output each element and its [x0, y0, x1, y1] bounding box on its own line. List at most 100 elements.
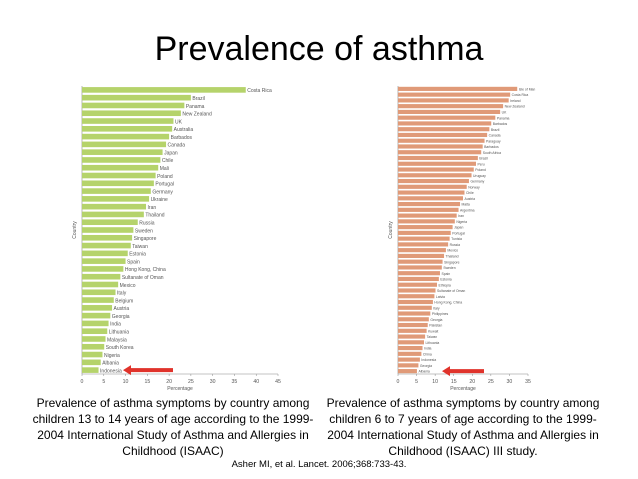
bar-20 [82, 242, 131, 249]
caption-right: Prevalence of asthma symptoms by country… [326, 396, 600, 458]
bar-label-0: Costa Rica [247, 88, 272, 94]
bar-15 [398, 173, 472, 178]
x-tick-label-4: 20 [166, 379, 172, 385]
bar-40 [398, 317, 429, 322]
bar-label-13: Peru [478, 162, 485, 166]
x-tick-label-0: 0 [397, 379, 400, 385]
x-tick-label-7: 35 [525, 379, 531, 385]
bar-8 [82, 149, 163, 155]
bar-25 [398, 230, 451, 235]
x-tick-label-9: 45 [275, 379, 281, 385]
bar-9 [82, 157, 161, 163]
bar-26 [82, 289, 116, 296]
arrow-head [442, 366, 450, 377]
bar-label-26: Tunisia [451, 237, 462, 241]
arrow-head [123, 365, 131, 376]
bar-label-13: Germany [152, 189, 173, 195]
bar-32 [398, 271, 440, 276]
bar-30 [82, 320, 109, 327]
bar-1 [82, 94, 191, 101]
bar-18 [82, 227, 134, 233]
bar-12 [398, 155, 478, 161]
bar-label-17: Russia [139, 221, 155, 227]
bar-5 [398, 115, 496, 120]
bar-0 [398, 86, 518, 91]
bar-label-3: New Zealand [182, 112, 212, 118]
bar-29 [398, 253, 445, 258]
bar-47 [398, 357, 420, 362]
bar-10 [82, 164, 159, 171]
caption-left: Prevalence of asthma symptoms by country… [32, 396, 314, 458]
bar-label-40: Georgia [430, 318, 442, 322]
bar-label-27: Russia [450, 243, 460, 247]
bar-label-22: Spain [127, 259, 140, 265]
bar-26 [398, 236, 450, 241]
bar-23 [82, 266, 124, 272]
bar-label-16: Thailand [145, 213, 164, 219]
bar-21 [82, 250, 128, 257]
bar-label-28: Mexico [447, 249, 458, 253]
bar-label-0: Isle of Man [519, 87, 536, 91]
bar-13 [82, 188, 151, 194]
bar-2 [82, 102, 185, 109]
bar-label-2: Panama [186, 104, 205, 110]
bar-48 [398, 363, 419, 368]
x-axis-label: Percentage [167, 386, 193, 392]
bar-label-9: Paraguay [486, 139, 501, 143]
bar-label-38: Italy [433, 306, 440, 310]
bar-label-3: New Zealand [505, 105, 525, 109]
bar-17 [82, 219, 138, 226]
bar-16 [82, 211, 144, 218]
bar-label-8: Canada [489, 134, 501, 138]
bar-label-37: Hong Kong, China [434, 301, 462, 305]
bar-29 [82, 312, 111, 319]
x-tick-label-7: 35 [232, 379, 238, 385]
bar-9 [398, 138, 485, 143]
x-tick-label-8: 40 [253, 379, 259, 385]
bar-label-6: Barbados [493, 122, 508, 126]
x-tick-label-3: 15 [451, 379, 457, 385]
citation: Asher MI, et al. Lancet. 2006;368:733-43… [231, 459, 407, 470]
bar-11 [82, 172, 156, 179]
bar-label-48: Georgia [420, 364, 432, 368]
arrow-shaft [129, 368, 173, 373]
bar-16 [398, 178, 469, 184]
bar-label-49: Albania [418, 370, 429, 374]
bar-21 [398, 207, 459, 212]
bar-2 [398, 98, 509, 103]
bar-24 [82, 273, 121, 280]
bar-42 [398, 328, 427, 333]
bar-label-12: Portugal [155, 182, 174, 188]
bar-41 [398, 322, 428, 328]
bar-label-14: Ukraine [151, 197, 168, 203]
bar-label-15: Uruguay [473, 174, 486, 178]
x-tick-label-1: 5 [415, 379, 418, 385]
bar-label-25: Portugal [452, 231, 465, 235]
bar-label-9: Chile [162, 158, 174, 164]
bar-4 [82, 118, 174, 124]
bar-label-20: Taiwan [132, 244, 148, 250]
bar-label-42: Kuwait [428, 329, 438, 333]
bar-label-7: Canada [168, 143, 186, 149]
bar-label-4: UK [175, 119, 183, 125]
bar-label-31: Sweden [443, 266, 455, 270]
bar-7 [398, 127, 490, 132]
bar-22 [82, 258, 126, 264]
bar-3 [398, 104, 504, 109]
bar-0 [82, 87, 246, 93]
bar-20 [398, 202, 461, 207]
bar-3 [82, 110, 181, 117]
bar-38 [398, 305, 432, 310]
bar-label-8: Japan [164, 150, 178, 156]
bar-13 [398, 161, 476, 166]
bar-12 [82, 180, 154, 187]
bar-label-6: Barbados [171, 135, 193, 141]
x-tick-label-0: 0 [81, 379, 84, 385]
bar-46 [398, 351, 422, 356]
bar-label-24: Japan [454, 226, 463, 230]
bar-27 [82, 297, 114, 303]
bar-34 [398, 282, 437, 287]
bar-label-28: Austria [114, 306, 130, 312]
bar-36 [82, 367, 99, 373]
